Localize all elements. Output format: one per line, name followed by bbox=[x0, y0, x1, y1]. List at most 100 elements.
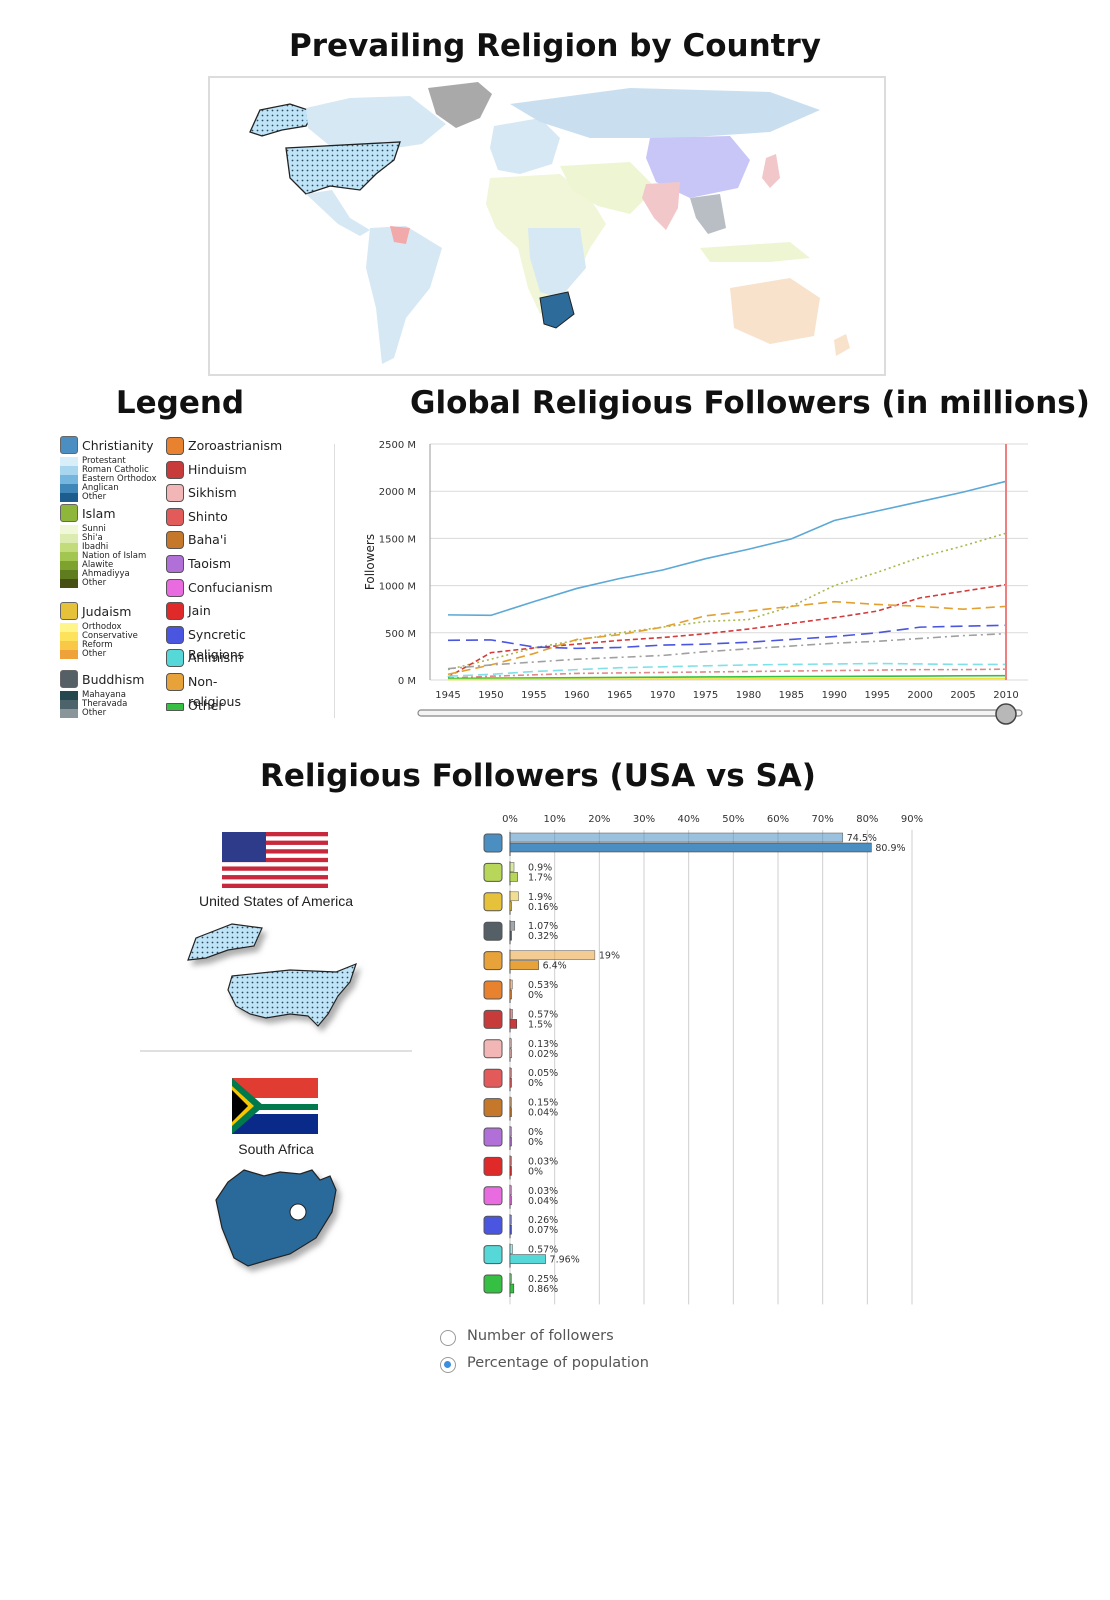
series-line[interactable] bbox=[447, 674, 1007, 680]
usa-bar[interactable] bbox=[509, 1126, 512, 1137]
x-tick-label: 50% bbox=[722, 814, 744, 825]
sa-bar[interactable] bbox=[509, 960, 539, 970]
series-line[interactable] bbox=[447, 677, 1007, 681]
legend-swatch bbox=[60, 623, 78, 632]
sa-bar[interactable] bbox=[509, 1166, 512, 1176]
south-africa-shape bbox=[215, 1169, 337, 1267]
usa-bar[interactable] bbox=[509, 1244, 513, 1254]
usa-bar[interactable] bbox=[509, 891, 519, 902]
greenland-region[interactable] bbox=[428, 82, 492, 128]
nine-star-icon bbox=[166, 531, 184, 550]
radio-button[interactable] bbox=[440, 1330, 456, 1346]
year-slider-track[interactable] bbox=[417, 709, 1023, 717]
followers-line-chart[interactable]: 0 M 500 M 1000 M 1500 M 2000 M 2500 M 1945 1950… bbox=[360, 432, 1040, 732]
series-line[interactable] bbox=[447, 624, 1007, 650]
usa-value-label: 0.03% bbox=[528, 1156, 558, 1167]
sa-value-label: 6.4% bbox=[543, 961, 567, 972]
sa-bar[interactable] bbox=[509, 1019, 517, 1029]
indonesia-region[interactable] bbox=[700, 242, 810, 262]
series-line[interactable] bbox=[447, 480, 1007, 617]
canada-region[interactable] bbox=[306, 96, 446, 148]
world-map[interactable] bbox=[208, 76, 886, 376]
syncretic-icon bbox=[166, 625, 184, 644]
usa-alaska-shape bbox=[187, 923, 263, 961]
legend-group-label: Judaism bbox=[82, 604, 132, 619]
x-tick-label: 1970 bbox=[650, 690, 675, 701]
legend-subtype-label: Anglican bbox=[82, 483, 119, 493]
usa-flag[interactable] bbox=[222, 832, 328, 888]
series-line[interactable] bbox=[447, 662, 1006, 678]
x-tick-label: 0% bbox=[502, 814, 518, 825]
usa-value-label: 0.15% bbox=[528, 1098, 558, 1109]
usa-bar[interactable] bbox=[509, 1273, 512, 1284]
legend-swatch bbox=[60, 700, 78, 709]
sa-value-label: 0% bbox=[528, 1166, 543, 1177]
sa-value-label: 0.07% bbox=[528, 1225, 558, 1236]
usa-bar[interactable] bbox=[509, 832, 844, 843]
legend-swatch bbox=[60, 475, 78, 484]
south-africa-flag[interactable] bbox=[232, 1078, 318, 1134]
sa-bar[interactable] bbox=[509, 1283, 515, 1294]
usa-bar[interactable] bbox=[509, 1067, 512, 1078]
sa-bar[interactable] bbox=[509, 1048, 512, 1059]
usa-bar[interactable] bbox=[509, 1009, 513, 1019]
legend-item-label: Other bbox=[188, 697, 224, 713]
usa-bar[interactable] bbox=[509, 950, 596, 960]
legend-subtype-label: Conservative bbox=[82, 631, 138, 641]
russia-region[interactable] bbox=[510, 88, 820, 138]
se-asia-region[interactable] bbox=[690, 194, 726, 234]
series-line[interactable] bbox=[447, 668, 1007, 679]
comparison-title: Religious Followers (USA vs SA) bbox=[260, 758, 816, 794]
europe-region[interactable] bbox=[490, 118, 560, 174]
australia-region[interactable] bbox=[730, 278, 820, 344]
usa-bar[interactable] bbox=[509, 1038, 512, 1049]
usa-bar[interactable] bbox=[509, 1185, 512, 1196]
sa-bar[interactable] bbox=[509, 842, 872, 853]
radio-button[interactable] bbox=[440, 1357, 456, 1373]
legend-swatch-column bbox=[60, 525, 78, 588]
sa-bar[interactable] bbox=[509, 1107, 512, 1117]
legend-swatch bbox=[60, 579, 78, 588]
japan-region[interactable] bbox=[762, 154, 780, 188]
legend-subtype-list: Orthodox Conservative Reform Other bbox=[82, 623, 138, 659]
middle-east-region[interactable] bbox=[560, 162, 656, 214]
usa-vs-sa-bar-chart[interactable]: 0% 10% 20% 30% 40% 50% 60% 70% 80% 90% 74.5%80.9% 0… bbox=[476, 808, 976, 1308]
legend-subtype-label: Alawite bbox=[82, 560, 114, 570]
sa-bar[interactable] bbox=[509, 1195, 512, 1206]
legend-subtype-list: Sunni Shi'a Ibadhi Nation of Islam Alawite Ah… bbox=[82, 525, 146, 588]
usa-bar[interactable] bbox=[509, 1156, 512, 1166]
legend-group-label: Islam bbox=[82, 506, 116, 521]
sa-bar[interactable] bbox=[509, 930, 512, 941]
india-region[interactable] bbox=[642, 182, 680, 230]
legend-item-label: Taoism bbox=[188, 556, 232, 571]
sa-bar[interactable] bbox=[509, 1254, 546, 1264]
venezuela-region[interactable] bbox=[390, 226, 410, 244]
x-tick-label: 10% bbox=[544, 814, 566, 825]
south-africa-region[interactable] bbox=[539, 291, 575, 329]
series-line[interactable] bbox=[447, 600, 1007, 676]
year-slider-handle[interactable] bbox=[995, 703, 1017, 725]
x-tick-label: 60% bbox=[767, 814, 789, 825]
usa-bar[interactable] bbox=[509, 920, 516, 931]
sa-bar[interactable] bbox=[509, 1077, 512, 1088]
central-america-region[interactable] bbox=[306, 190, 370, 236]
sa-value-label: 0.16% bbox=[528, 902, 558, 913]
sa-bar[interactable] bbox=[509, 872, 518, 882]
new-zealand-region[interactable] bbox=[834, 334, 850, 356]
central-africa-region[interactable] bbox=[528, 228, 586, 298]
usa-bar[interactable] bbox=[509, 862, 515, 872]
sa-bar[interactable] bbox=[509, 989, 512, 1000]
usa-bar[interactable] bbox=[509, 1097, 512, 1107]
sa-bar[interactable] bbox=[509, 901, 512, 912]
usa-bar[interactable] bbox=[509, 979, 513, 990]
sa-bar[interactable] bbox=[509, 1136, 512, 1147]
south-america-region[interactable] bbox=[366, 226, 442, 364]
legend-item-label: Confucianism bbox=[188, 579, 273, 595]
alaska-region[interactable] bbox=[249, 103, 315, 137]
usa-region[interactable] bbox=[285, 141, 401, 195]
sa-bar[interactable] bbox=[509, 1224, 512, 1235]
usa-bar[interactable] bbox=[509, 1214, 512, 1225]
y-tick-label: 1500 M bbox=[379, 534, 416, 545]
sa-value-label: 0.02% bbox=[528, 1049, 558, 1060]
series-line[interactable] bbox=[447, 632, 1007, 670]
